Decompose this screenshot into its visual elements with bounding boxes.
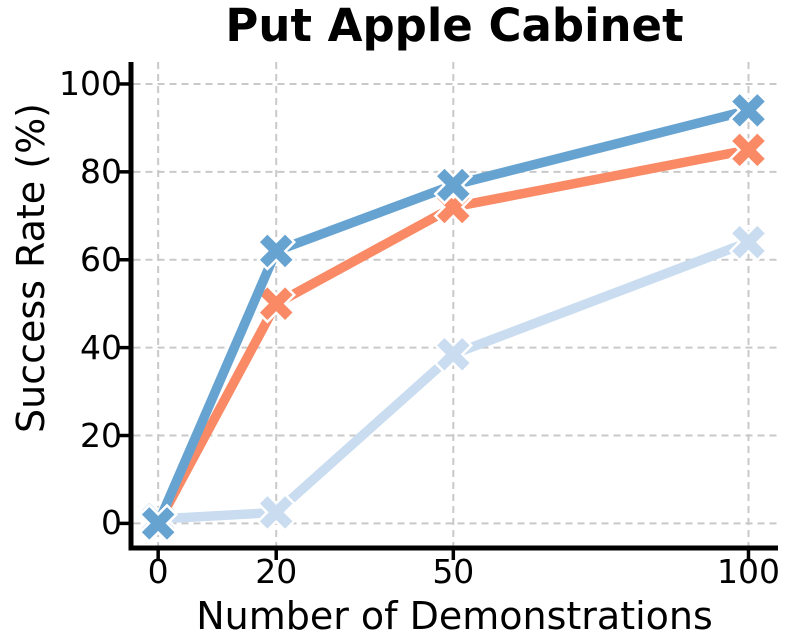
series-line-light-blue [153, 237, 754, 524]
marker-light-blue-x100 [728, 222, 769, 262]
x-tick-label-0: 0 [147, 552, 169, 591]
x-axis-label: Number of Demonstrations [196, 594, 713, 638]
y-tick-label-40: 40 [80, 327, 122, 367]
y-tick-label-80: 80 [80, 151, 122, 191]
y-tick-label-0: 0 [101, 503, 122, 543]
series-line-orange [153, 145, 754, 529]
y-tick-label-100: 100 [59, 63, 122, 103]
marker-blue-x50 [433, 165, 474, 205]
marker-orange-x100 [728, 130, 769, 170]
chart-title: Put Apple Cabinet [225, 0, 684, 52]
marker-light-blue-x20 [256, 492, 297, 533]
marker-light-blue-x50 [433, 334, 474, 375]
marker-orange-x20 [256, 283, 297, 324]
x-tick-label-20: 20 [255, 552, 298, 591]
y-tick-label-20: 20 [80, 415, 122, 455]
series-line-blue [153, 105, 754, 529]
x-tick-label-50: 50 [432, 552, 475, 591]
x-tick-label-100: 100 [716, 552, 780, 591]
marker-blue-x100 [728, 90, 769, 131]
marker-blue-x20 [256, 231, 297, 271]
y-tick-label-60: 60 [80, 239, 122, 279]
marker-blue-x0 [138, 503, 178, 544]
